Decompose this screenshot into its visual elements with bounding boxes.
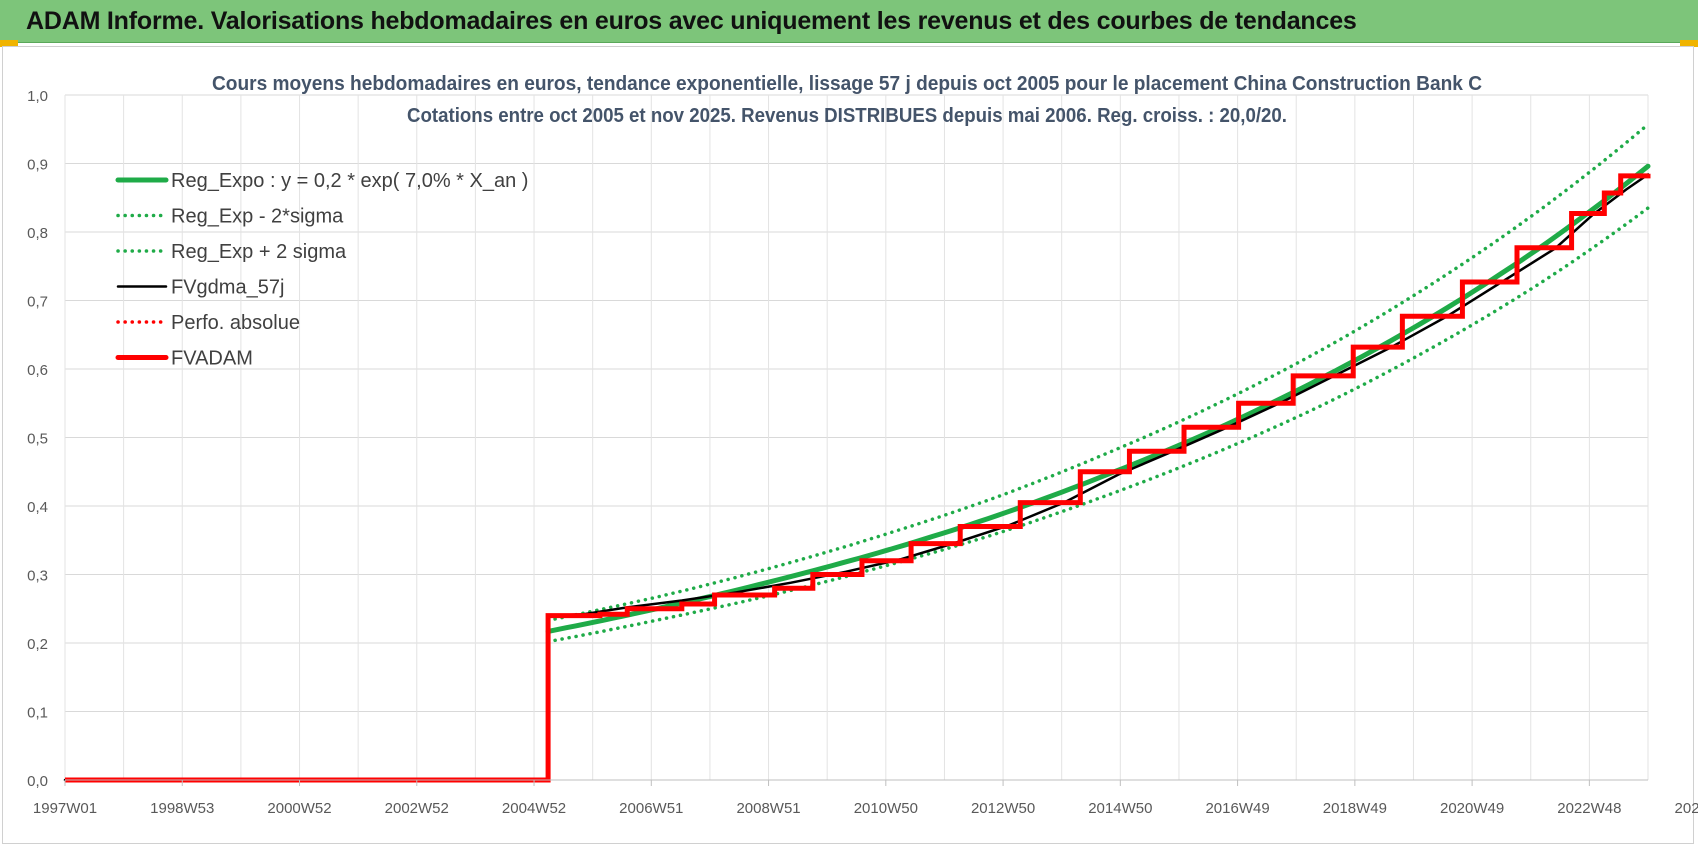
chart-title: Cours moyens hebdomadaires en euros, ten… (212, 73, 1482, 95)
chart-frame (2, 46, 1694, 844)
legend: Reg_Expo : y = 0,2 * exp( 7,0% * X_an ) R… (115, 170, 528, 370)
chart-subtitle: Cotations entre oct 2005 et nov 2025. Re… (407, 105, 1287, 127)
plot-area (63, 122, 1651, 783)
legend-label-0: Reg_Expo : y = 0,2 * exp( 7,0% * X_an ) (171, 170, 528, 192)
y-tick-label: 1,0 (27, 88, 48, 105)
x-tick-label: 2000W52 (267, 800, 331, 817)
legend-label-2: Reg_Exp + 2 sigma (171, 241, 347, 263)
legend-label-3: FVgdma_57j (171, 277, 284, 299)
series-line-3 (63, 173, 1650, 782)
page-title: ADAM Informe. Valorisations hebdomadaire… (26, 7, 1357, 35)
y-tick-label: 0,0 (27, 773, 48, 790)
left-corner-marker (0, 40, 18, 47)
y-tick-label: 0,5 (27, 431, 48, 448)
series-line-0 (545, 163, 1651, 634)
y-tick-label: 0,3 (27, 568, 48, 585)
axes: 0,0 0,1 0,2 0,3 0,4 0,5 0,6 0,7 0,8 0,9 1,0 1997W01… (27, 88, 1698, 817)
series-line-1 (546, 206, 1650, 644)
y-tick-label: 0,6 (27, 362, 48, 379)
x-tick-label: 2004W52 (502, 800, 566, 817)
x-tick-label: 1997W01 (33, 800, 97, 817)
x-tick-label: 2008W51 (736, 800, 800, 817)
x-tick-label: 2006W51 (619, 800, 683, 817)
x-tick-label: 2014W50 (1088, 800, 1152, 817)
series-line-2 (546, 122, 1650, 623)
right-corner-marker (1680, 40, 1698, 47)
series-line-5 (65, 173, 1651, 783)
y-tick-label: 0,8 (27, 225, 48, 242)
x-tick-label: 2024W48 (1675, 800, 1698, 817)
y-tick-label: 0,7 (27, 294, 48, 311)
legend-label-1: Reg_Exp - 2*sigma (171, 206, 344, 228)
x-tick-label: 2016W49 (1205, 800, 1269, 817)
y-tick-label: 0,1 (27, 705, 48, 722)
header-banner: ADAM Informe. Valorisations hebdomadaire… (0, 0, 1698, 43)
x-tick-label: 2002W52 (385, 800, 449, 817)
x-tick-label: 2022W48 (1557, 800, 1621, 817)
y-tick-label: 0,9 (27, 157, 48, 174)
x-tick-label: 2020W49 (1440, 800, 1504, 817)
y-tick-label: 0,2 (27, 636, 48, 653)
legend-label-5: FVADAM (171, 348, 253, 370)
y-tick-label: 0,4 (27, 499, 48, 516)
grid (64, 94, 1649, 781)
x-tick-label: 2018W49 (1323, 800, 1387, 817)
x-tick-label: 2012W50 (971, 800, 1035, 817)
x-tick-label: 2010W50 (854, 800, 918, 817)
legend-label-4: Perfo. absolue (171, 312, 300, 334)
x-tick-label: 1998W53 (150, 800, 214, 817)
